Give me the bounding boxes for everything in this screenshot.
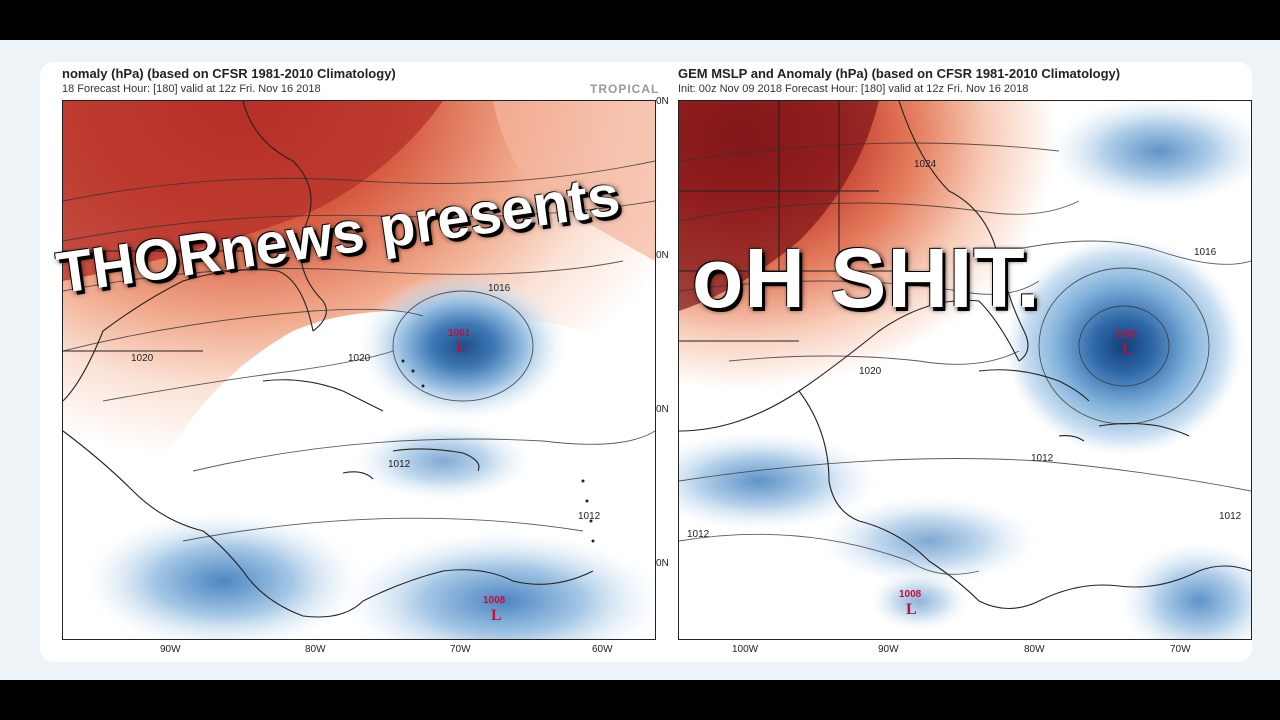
right-x-tick: 100W — [732, 644, 759, 655]
right-map: 1002 L 1008 L 1024 1016 1020 1012 1012 1… — [678, 100, 1252, 640]
right-isobar-label: 1012 — [687, 529, 710, 540]
right-map-svg — [679, 101, 1251, 639]
right-isobar-label: 1012 — [1219, 511, 1242, 522]
bottom-letterbox — [0, 680, 1280, 720]
right-isobar-label: 1024 — [914, 159, 937, 170]
left-panel-title: nomaly (hPa) (based on CFSR 1981-2010 Cl… — [62, 66, 396, 81]
right-panel-title: GEM MSLP and Anomaly (hPa) (based on CFS… — [678, 66, 1121, 81]
left-low-2-pressure: 1008 — [483, 595, 506, 606]
left-x-tick: 70W — [450, 644, 471, 655]
left-panel-subtitle: 18 Forecast Hour: [180] valid at 12z Fri… — [62, 83, 321, 95]
left-isobar-label: 1016 — [488, 283, 511, 294]
right-low-1-symbol: L — [1122, 341, 1133, 358]
video-frame: nomaly (hPa) (based on CFSR 1981-2010 Cl… — [0, 40, 1280, 680]
right-x-tick: 80W — [1024, 644, 1045, 655]
left-isobar-label: 1012 — [578, 511, 601, 522]
right-isobar-label: 1020 — [859, 366, 882, 377]
top-letterbox — [0, 0, 1280, 40]
overlay-title-right: oH SHIT. — [692, 231, 1041, 325]
right-x-tick: 70W — [1170, 644, 1191, 655]
left-isobar-label: 1020 — [348, 353, 371, 364]
right-y-tick: 0N — [656, 404, 669, 415]
left-isobar-label: 1024 — [418, 213, 441, 224]
tropical-watermark: TROPICAL — [590, 82, 660, 96]
right-low-2-pressure: 1008 — [899, 589, 922, 600]
left-low-1-symbol: L — [456, 339, 467, 356]
left-isobar-label: 1012 — [388, 459, 411, 470]
right-x-tick: 90W — [878, 644, 899, 655]
left-x-tick: 80W — [305, 644, 326, 655]
right-isobar-label: 1016 — [1194, 247, 1217, 258]
left-map: 1001 L 1008 L 1024 1020 1016 1012 1020 1… — [62, 100, 656, 640]
left-low-2-symbol: L — [491, 607, 502, 624]
right-y-tick: 0N — [656, 558, 669, 569]
left-isobar-label: 1020 — [131, 353, 154, 364]
right-low-1-pressure: 1002 — [1115, 329, 1138, 340]
left-low-1-pressure: 1001 — [448, 328, 471, 339]
right-low-2-symbol: L — [906, 601, 917, 618]
left-x-tick: 60W — [592, 644, 613, 655]
right-isobar-label: 1012 — [1031, 453, 1054, 464]
right-y-tick: 0N — [656, 96, 669, 107]
left-x-tick: 90W — [160, 644, 181, 655]
right-panel-subtitle: Init: 00z Nov 09 2018 Forecast Hour: [18… — [678, 83, 1029, 95]
right-y-tick: 0N — [656, 250, 669, 261]
left-map-svg — [63, 101, 655, 639]
